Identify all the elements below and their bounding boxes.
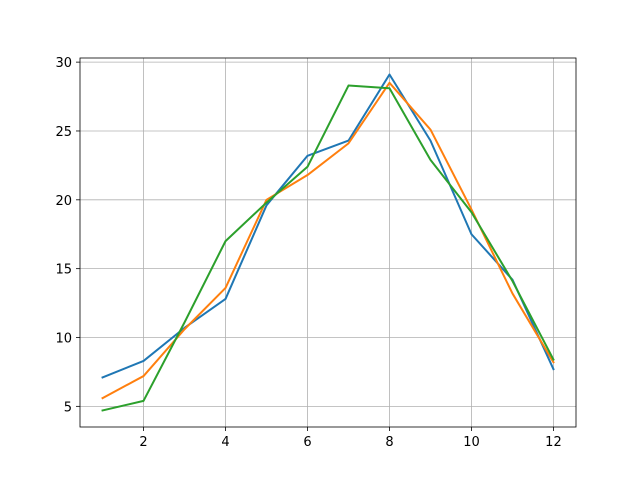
series-line-3 <box>101 84 555 412</box>
y-tick-label: 25 <box>55 125 72 140</box>
x-tick-label: 4 <box>221 435 229 450</box>
x-axis: 2 4 6 8 10 12 <box>139 427 562 450</box>
y-tick-label: 20 <box>55 194 72 209</box>
y-axis: 5 10 15 20 25 30 <box>55 56 80 415</box>
x-tick-label: 10 <box>463 435 480 450</box>
y-tick-label: 30 <box>55 56 72 71</box>
y-tick-label: 10 <box>55 332 72 347</box>
grid <box>80 58 576 427</box>
x-tick-label: 8 <box>385 435 393 450</box>
series-line-1 <box>101 73 555 379</box>
y-tick-label: 5 <box>64 400 72 415</box>
x-tick-label: 6 <box>303 435 311 450</box>
x-tick-label: 2 <box>139 435 147 450</box>
y-tick-label: 15 <box>55 263 72 278</box>
plot-area-frame <box>79 57 577 428</box>
series-group <box>101 73 555 412</box>
x-tick-label: 12 <box>545 435 562 450</box>
